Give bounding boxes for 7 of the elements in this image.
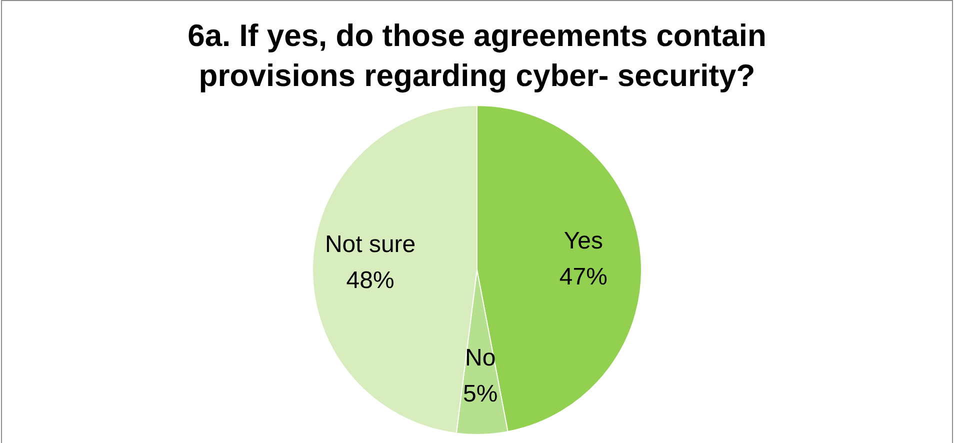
data-label: 48% xyxy=(346,266,394,294)
slice-label: No xyxy=(465,344,496,372)
slice-label: Not sure xyxy=(324,230,416,258)
chart-title: 6a. If yes, do those agreements contain provisions regarding cyber- security? xyxy=(186,17,768,95)
data-label: 47% xyxy=(559,264,608,291)
slice-label: Yes xyxy=(564,228,604,255)
data-label: 5% xyxy=(463,380,498,408)
